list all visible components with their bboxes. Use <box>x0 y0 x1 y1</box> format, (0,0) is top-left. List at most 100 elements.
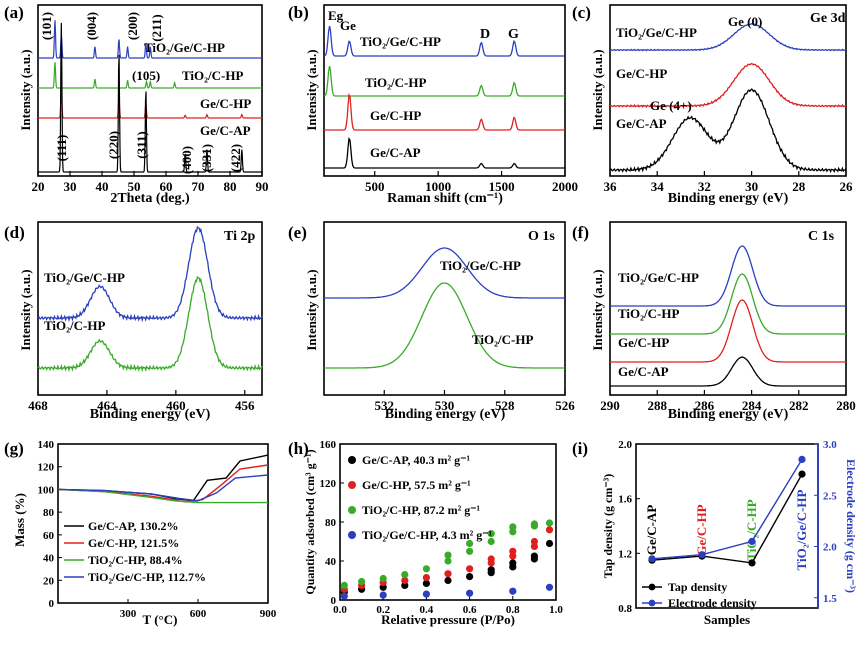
legend-label: Ge/C-AP, 130.2% <box>88 519 179 533</box>
data-point <box>748 559 756 567</box>
x-tick-label: 34 <box>651 179 665 194</box>
series-label: TiO₂/Ge/C-HP <box>618 270 699 285</box>
panel-label: (a) <box>4 3 24 22</box>
x-tick-label: 30 <box>64 179 77 194</box>
y-tick-label: 160 <box>320 439 337 451</box>
y-axis-label: Intensity (a.u.) <box>304 269 319 350</box>
y-tick-label: 0 <box>331 595 337 607</box>
peak-label: (111) <box>54 135 69 162</box>
x-axis-label: T (°C) <box>143 612 178 627</box>
legend-label: Ge/C-HP, 57.5 m² g⁻¹ <box>362 478 471 492</box>
legend-label: TiO₂/C-HP, 87.2 m² g⁻¹ <box>362 503 481 517</box>
y2-tick-label: 2.0 <box>823 542 837 554</box>
series-line <box>610 356 846 387</box>
series-line <box>324 282 565 369</box>
x-tick-label: 32 <box>698 179 711 194</box>
series-line <box>37 275 263 373</box>
data-point <box>545 583 554 591</box>
y-axis-label: Intensity (a.u.) <box>18 269 33 350</box>
plot-frame <box>323 4 566 177</box>
data-point <box>466 547 474 555</box>
data-point <box>798 470 806 478</box>
peak-label: Ge (4+) <box>650 98 692 113</box>
x-tick-label: 526 <box>555 398 575 413</box>
series-label: Ge/C-AP <box>618 364 669 379</box>
chart-title: C 1s <box>808 229 835 244</box>
x-tick-label: 1500 <box>489 179 515 194</box>
legend-swatch <box>648 583 656 591</box>
series-label: TiO₂/Ge/C-HP <box>44 270 125 285</box>
data-point <box>509 547 517 555</box>
panel-label: (f) <box>572 223 589 242</box>
x-tick-label: 1000 <box>425 179 451 194</box>
series-line <box>610 299 846 363</box>
series-line <box>609 23 847 52</box>
x-tick-label: 468 <box>28 398 48 413</box>
y-tick-label: 2.0 <box>618 439 632 451</box>
chart-title: Ge 3d <box>810 11 846 26</box>
series-line <box>38 62 262 89</box>
x-tick-label: 532 <box>375 398 395 413</box>
series-label: TiO₂/C-HP <box>365 75 426 90</box>
legend-swatch <box>348 531 356 539</box>
data-point <box>466 573 474 581</box>
x-tick-label: 0.0 <box>333 604 347 616</box>
x-axis-label: Binding energy (eV) <box>668 191 789 206</box>
x-axis-label: 2Theta (deg.) <box>110 191 190 206</box>
peak-label: (105) <box>132 68 160 83</box>
legend-swatch <box>348 481 356 489</box>
x-tick-label: 90 <box>256 179 269 194</box>
legend-label: Tap density <box>668 580 727 594</box>
series-label: Ge/C-HP <box>618 335 669 350</box>
data-point <box>487 555 495 563</box>
x-tick-label: 284 <box>742 398 762 413</box>
data-point <box>401 576 409 585</box>
x-tick-label: 460 <box>166 398 186 413</box>
x-tick-label: 2000 <box>552 179 578 194</box>
x-tick-label: 456 <box>235 398 255 413</box>
chart-title: O 1s <box>528 229 555 244</box>
series-line <box>610 245 846 307</box>
series-label: TiO₂/C-HP <box>472 332 533 347</box>
data-point <box>401 571 409 579</box>
series-line <box>651 473 803 564</box>
series-label: Ge/C-HP <box>616 66 667 81</box>
series-label: Ge/C-HP <box>200 96 251 111</box>
series-label: TiO₂/Ge/C-HP <box>616 25 697 40</box>
legend-label: Electrode density <box>668 596 757 610</box>
y-tick-label: 40 <box>325 556 337 568</box>
x-axis-label: Binding energy (eV) <box>385 407 506 422</box>
y-tick-label: 0.8 <box>618 603 632 615</box>
legend-swatch <box>348 506 356 514</box>
data-point <box>530 520 539 528</box>
data-point <box>509 559 517 567</box>
legend-label: TiO₂/Ge/C-HP, 4.3 m² g⁻¹ <box>362 528 493 542</box>
series-line <box>610 273 846 335</box>
y-axis-label: Intensity (a.u.) <box>590 269 605 350</box>
y-tick-label: 0 <box>49 598 55 610</box>
peak-label: (220) <box>106 131 121 159</box>
y-tick-label: 140 <box>38 439 55 451</box>
data-point <box>509 587 517 595</box>
y-tick-label: 100 <box>38 484 55 496</box>
y2-tick-label: 2.5 <box>823 490 837 502</box>
x-tick-label: 282 <box>789 398 809 413</box>
x-tick-label: 0.4 <box>420 604 434 616</box>
peak-label: Ge (0) <box>728 14 762 29</box>
data-point <box>422 565 430 573</box>
category-label: Ge/C-HP <box>694 504 709 555</box>
data-point <box>444 570 452 578</box>
data-point <box>358 577 366 586</box>
x-tick-label: 530 <box>435 398 455 413</box>
series-line <box>324 136 565 169</box>
peak-label: D <box>480 27 490 42</box>
x-tick-label: 50 <box>128 179 141 194</box>
y-tick-label: 1.6 <box>618 494 632 506</box>
x-axis-label: Binding energy (eV) <box>668 407 789 422</box>
x-tick-label: 600 <box>190 608 207 620</box>
data-point <box>509 523 517 531</box>
series-line <box>651 459 803 560</box>
legend-label: Ge/C-HP, 121.5% <box>88 536 179 550</box>
chart-title: Ti 2p <box>224 229 255 244</box>
